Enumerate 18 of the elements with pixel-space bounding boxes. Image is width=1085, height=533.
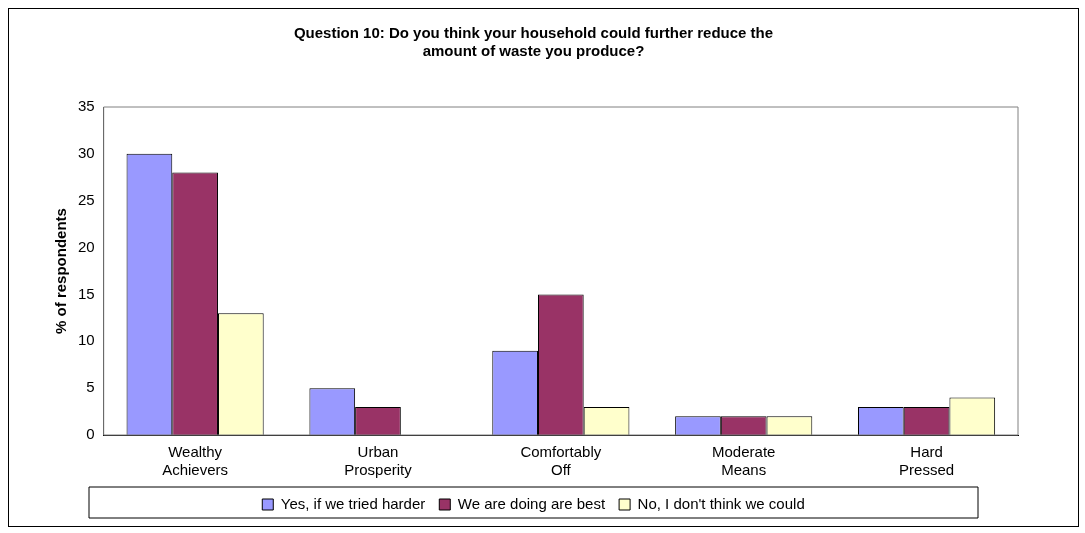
y-tick-label: 0 (86, 425, 95, 443)
legend-label: We are doing are best (457, 494, 606, 512)
legend-label: No, I don't think we could (637, 494, 805, 512)
y-tick-label: 30 (78, 144, 95, 161)
x-tick-label: Urban Prosperity (344, 443, 413, 479)
y-tick-label: 15 (78, 284, 95, 302)
legend-label: Yes, if we tried harder (280, 494, 426, 512)
x-tick-label: Hard Pressed (899, 443, 955, 479)
y-tick-label: 25 (78, 190, 95, 208)
x-tick-label: Moderate Means (712, 443, 776, 479)
y-axis-title: % of respondents (52, 208, 70, 334)
x-tick-label: Wealthy Achievers (162, 443, 229, 479)
y-tick-label: 20 (78, 237, 95, 255)
y-tick-label: 35 (78, 97, 95, 115)
x-tick-label: Comfortably Off (520, 443, 602, 479)
y-tick-label: 5 (86, 378, 95, 396)
chart-title: Question 10: Do you think your household could further reduce the amount of waste you produce? (293, 24, 774, 60)
y-tick-label: 10 (78, 331, 95, 349)
